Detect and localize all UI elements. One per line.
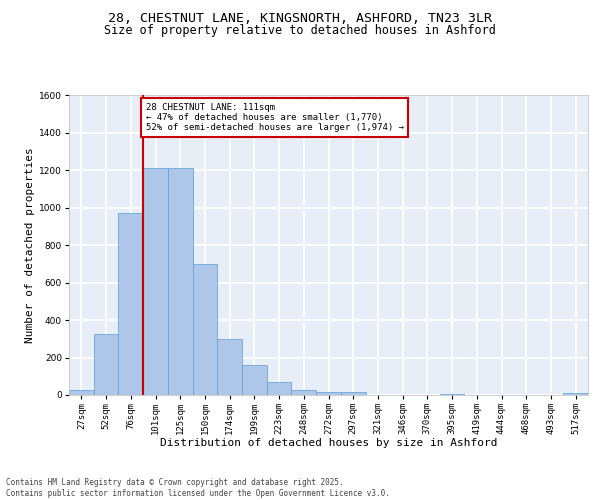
Bar xyxy=(69,390,94,395)
Bar xyxy=(118,213,143,395)
Text: 28, CHESTNUT LANE, KINGSNORTH, ASHFORD, TN23 3LR: 28, CHESTNUT LANE, KINGSNORTH, ASHFORD, … xyxy=(108,12,492,26)
Bar xyxy=(341,392,365,395)
Bar xyxy=(217,339,242,395)
Text: 28 CHESTNUT LANE: 111sqm
← 47% of detached houses are smaller (1,770)
52% of sem: 28 CHESTNUT LANE: 111sqm ← 47% of detach… xyxy=(146,102,404,132)
Bar xyxy=(292,390,316,395)
Bar xyxy=(242,365,267,395)
Bar xyxy=(94,334,118,395)
Bar xyxy=(267,382,292,395)
Bar xyxy=(563,393,588,395)
X-axis label: Distribution of detached houses by size in Ashford: Distribution of detached houses by size … xyxy=(160,438,497,448)
Bar xyxy=(316,392,341,395)
Bar xyxy=(143,168,168,395)
Bar xyxy=(193,264,217,395)
Text: Size of property relative to detached houses in Ashford: Size of property relative to detached ho… xyxy=(104,24,496,37)
Text: Contains HM Land Registry data © Crown copyright and database right 2025.
Contai: Contains HM Land Registry data © Crown c… xyxy=(6,478,390,498)
Y-axis label: Number of detached properties: Number of detached properties xyxy=(25,147,35,343)
Bar xyxy=(440,394,464,395)
Bar xyxy=(168,168,193,395)
